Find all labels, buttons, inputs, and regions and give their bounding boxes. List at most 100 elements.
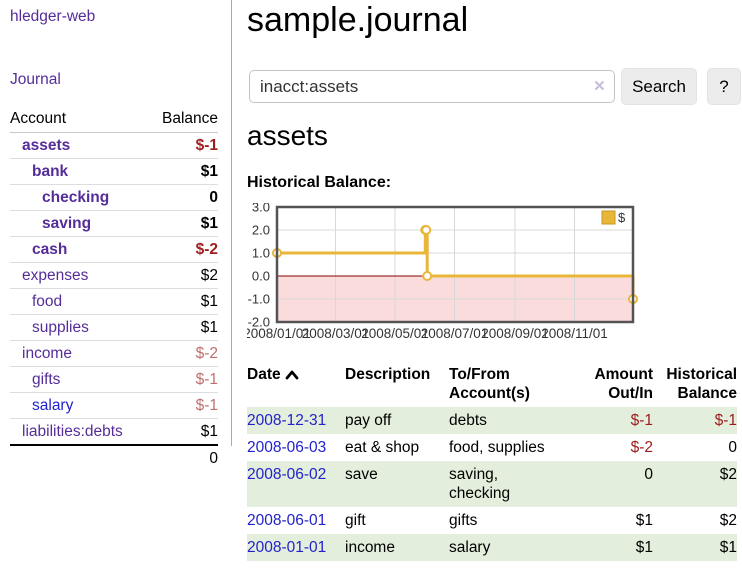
account-row-cash: cash $-2	[10, 236, 218, 263]
sort-asc-icon	[285, 370, 299, 380]
historical-balance-chart: $3.0 2.0 1.0 0.0 -1.0 -2.02008/01/012008/03/0…	[247, 203, 638, 341]
transaction-date-link[interactable]: 2008-06-03	[247, 439, 327, 456]
transaction-amount: $-1	[630, 412, 653, 429]
account-link-assets[interactable]: assets	[22, 137, 71, 154]
transaction-date-link[interactable]: 2008-01-01	[247, 539, 327, 556]
register-row: 2008-06-02 save saving, checking 0 $2	[247, 461, 737, 507]
account-balance: $-1	[148, 132, 218, 159]
account-balance: $1	[148, 418, 218, 446]
account-balance: $1	[148, 210, 218, 237]
transaction-date-link[interactable]: 2008-12-31	[247, 412, 327, 429]
transaction-description: income	[345, 539, 395, 556]
account-link-cash[interactable]: cash	[32, 241, 68, 258]
accounts-total-row: 0	[10, 444, 218, 471]
accounts-col-account: Account	[10, 107, 149, 133]
account-row-income: income $-2	[10, 340, 218, 367]
transaction-accounts: saving, checking	[449, 466, 511, 502]
col-amount: Amount Out/In	[594, 366, 653, 402]
account-row-food: food $1	[10, 288, 218, 315]
brand-link[interactable]: hledger-web	[10, 8, 96, 25]
transaction-accounts: debts	[449, 412, 487, 429]
search-input[interactable]	[250, 71, 614, 102]
register-row: 2008-01-01 income salary $1 $1	[247, 534, 737, 561]
col-balance: Historical Balance	[666, 366, 737, 402]
account-balance: $-1	[148, 392, 218, 419]
clear-search-icon[interactable]: ×	[593, 76, 605, 97]
col-description: Description	[345, 366, 431, 383]
account-link-gifts[interactable]: gifts	[32, 371, 61, 388]
svg-text:-2.0: -2.0	[248, 315, 270, 330]
svg-text:$: $	[618, 210, 626, 225]
col-accounts: To/From Account(s)	[449, 366, 530, 402]
svg-text:2008/09/01: 2008/09/01	[481, 326, 549, 341]
transaction-amount: 0	[644, 466, 653, 483]
register-row: 2008-06-03 eat & shop food, supplies $-2…	[247, 434, 737, 461]
account-balance: $-2	[148, 236, 218, 263]
account-link-checking[interactable]: checking	[42, 189, 110, 206]
transaction-description: gift	[345, 512, 366, 529]
sidebar: hledger-web Journal Account Balance asse…	[0, 0, 232, 471]
svg-text:2008/11/01: 2008/11/01	[541, 326, 608, 341]
register-table: Date Description To/From Account(s) Amou…	[247, 361, 737, 561]
sidebar-item-journal[interactable]: Journal	[10, 71, 61, 88]
transaction-date-link[interactable]: 2008-06-01	[247, 512, 327, 529]
account-row-salary: salary $-1	[10, 392, 218, 419]
account-link-liabilities-debts[interactable]: liabilities:debts	[22, 423, 123, 440]
transaction-amount: $-2	[630, 439, 653, 456]
account-row-checking: checking 0	[10, 184, 218, 211]
help-button[interactable]: ?	[707, 68, 741, 105]
transaction-accounts: food, supplies	[449, 439, 545, 456]
svg-text:1.0: 1.0	[252, 246, 270, 261]
account-link-food[interactable]: food	[32, 293, 63, 310]
account-balance: $-1	[148, 366, 218, 393]
search-button[interactable]: Search	[621, 68, 697, 105]
transaction-description: save	[345, 466, 378, 483]
register-row: 2008-06-01 gift gifts $1 $2	[247, 507, 737, 534]
transaction-balance: 0	[728, 439, 737, 456]
chart-title: Historical Balance:	[247, 174, 392, 191]
transaction-accounts: gifts	[449, 512, 478, 529]
transaction-description: eat & shop	[345, 439, 420, 456]
account-row-gifts: gifts $-1	[10, 366, 218, 393]
account-row-assets: assets $-1	[10, 132, 218, 159]
account-row-liabilities-debts: liabilities:debts $1	[10, 418, 218, 446]
account-balance: $1	[148, 158, 218, 185]
register-header-row: Date Description To/From Account(s) Amou…	[247, 361, 737, 407]
transaction-accounts: salary	[449, 539, 491, 556]
transaction-description: pay off	[345, 412, 392, 429]
col-date-sort[interactable]: Date	[247, 361, 345, 407]
account-row-bank: bank $1	[10, 158, 218, 185]
svg-text:-1.0: -1.0	[248, 292, 270, 307]
account-link-salary[interactable]: salary	[32, 397, 74, 414]
page-title: sample.journal	[247, 1, 469, 39]
transaction-balance: $-1	[714, 412, 737, 429]
account-link-saving[interactable]: saving	[42, 215, 92, 232]
transaction-amount: $1	[635, 539, 653, 556]
account-balance: 0	[148, 184, 218, 211]
register-row: 2008-12-31 pay off debts $-1 $-1	[247, 407, 737, 434]
accounts-header-row: Account Balance	[10, 107, 218, 133]
col-date-label: Date	[247, 366, 281, 383]
transaction-balance: $2	[719, 512, 737, 529]
account-link-expenses[interactable]: expenses	[22, 267, 89, 284]
account-balance: $2	[148, 262, 218, 289]
account-balance: $1	[148, 314, 218, 341]
transaction-balance: $1	[719, 539, 737, 556]
svg-text:2008/05/01: 2008/05/01	[361, 326, 429, 341]
account-link-bank[interactable]: bank	[32, 163, 69, 180]
svg-text:2.0: 2.0	[252, 223, 270, 238]
account-link-supplies[interactable]: supplies	[32, 319, 89, 336]
account-row-supplies: supplies $1	[10, 314, 218, 341]
account-link-income[interactable]: income	[22, 345, 72, 362]
accounts-table: Account Balance assets $-1 bank $1 check…	[10, 107, 218, 471]
account-row-expenses: expenses $2	[10, 262, 218, 289]
transaction-balance: $2	[719, 466, 737, 483]
account-balance: $-2	[148, 340, 218, 367]
account-heading: assets	[247, 120, 328, 151]
svg-text:2008/01/01: 2008/01/01	[247, 326, 311, 341]
transaction-amount: $1	[635, 512, 653, 529]
transaction-date-link[interactable]: 2008-06-02	[247, 466, 327, 483]
svg-text:2008/03/01: 2008/03/01	[302, 326, 370, 341]
accounts-total: 0	[148, 444, 218, 471]
